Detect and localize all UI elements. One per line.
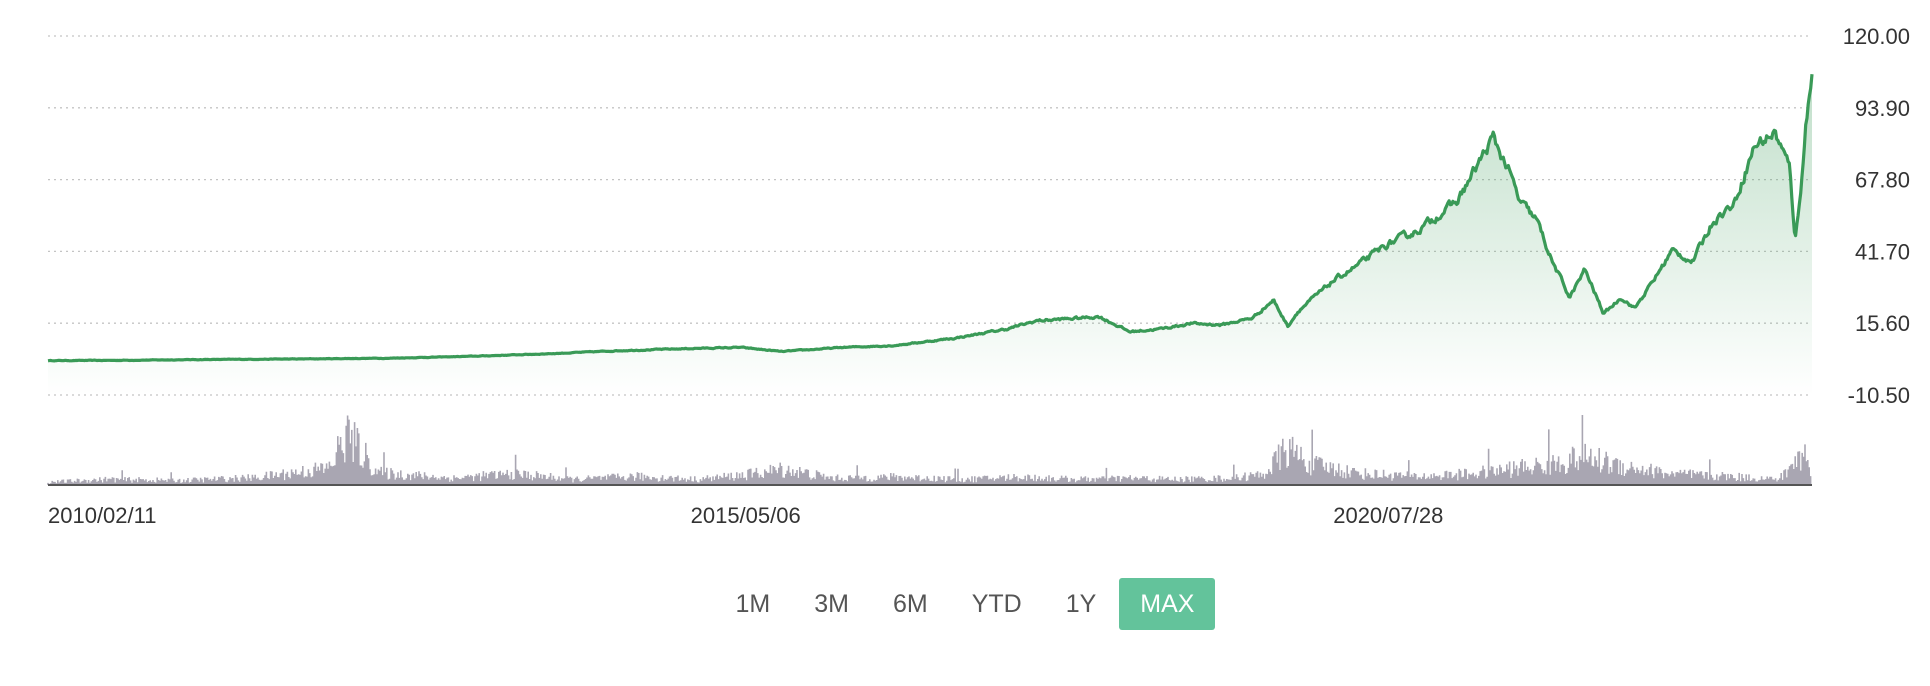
range-button-1y[interactable]: 1Y: [1045, 578, 1118, 630]
range-button-6m[interactable]: 6M: [872, 578, 949, 630]
volume-bar-group: [47, 415, 1812, 485]
price-line: [47, 74, 1814, 363]
range-button-3m[interactable]: 3M: [793, 578, 870, 630]
range-button-ytd[interactable]: YTD: [951, 578, 1043, 630]
price-tick-label: 120.00: [1843, 24, 1910, 49]
date-tick-label: 2010/02/11: [48, 503, 156, 528]
volume-bars: [47, 415, 1812, 485]
date-tick-label: 2015/05/06: [691, 503, 801, 528]
price-axis: 120.00 93.90 67.80 41.70 15.60 -10.50: [1843, 24, 1910, 408]
date-axis: 2010/02/11 2015/05/06 2020/07/28: [48, 503, 1443, 528]
price-tick-label: -10.50: [1848, 383, 1910, 408]
price-tick-label: 67.80: [1855, 168, 1910, 193]
date-tick-label: 2020/07/28: [1333, 503, 1443, 528]
price-tick-label: 41.70: [1855, 239, 1910, 264]
range-selector: 1M 3M 6M YTD 1Y MAX: [0, 578, 1930, 630]
price-tick-label: 93.90: [1855, 96, 1910, 121]
price-area-fill: [48, 74, 1812, 395]
price-tick-label: 15.60: [1855, 311, 1910, 336]
price-chart: 120.00 93.90 67.80 41.70 15.60 -10.50 2010/02…: [47, 24, 1910, 528]
range-button-max[interactable]: MAX: [1119, 578, 1216, 630]
range-button-1m[interactable]: 1M: [715, 578, 792, 630]
